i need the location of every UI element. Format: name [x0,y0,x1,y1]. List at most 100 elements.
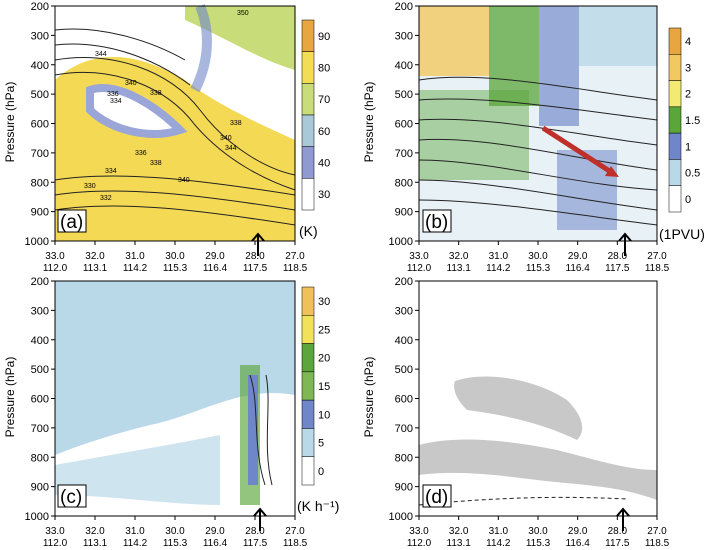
y-tick-label: 900 [395,482,413,494]
colorbar-label: 0.5 [685,168,700,180]
x-tick-lon: 117.5 [605,538,630,549]
colorbar-label: 40 [318,158,330,170]
x-tick-lat: 27.0 [647,526,667,537]
colorbar-swatch [301,343,315,373]
panel-c: Pressure (hPa) 2003004005006007008009001… [3,276,339,549]
x-tick-lon: 117.5 [605,263,630,274]
x-tick-lat: 29.0 [568,526,588,537]
colorbar-label: 15 [318,381,330,393]
panel-label: (d) [425,487,448,508]
panel-a: Pressure (hPa) 200 300 400 500 600 700 800 900 1… [3,1,330,274]
y-tick-label: 200 [395,1,413,13]
unit-label: (1PVU) [659,226,705,242]
y-tick-label: 300 [395,30,413,42]
colorbar-swatch [301,19,315,52]
y-tick-label: 200 [395,276,413,288]
panel-label: (b) [425,212,448,233]
colorbar-swatch [301,315,315,344]
x-tick-lat: 28.0 [245,251,265,262]
y-tick-label: 900 [31,482,49,494]
y-tick-label: 600 [31,119,49,131]
colorbar-swatch [668,54,682,81]
y-tick-label: 1000 [25,511,49,523]
x-tick-lat: 29.0 [205,526,225,537]
x-tick-lon: 112.0 [407,263,432,274]
y-axis-label: Pressure (hPa) [3,357,17,438]
colorbar-swatch [668,27,682,55]
x-tick-lat: 28.0 [245,526,265,537]
contour-label: 334 [110,98,122,105]
x-tick-lat: 30.0 [528,526,548,537]
y-tick-label: 300 [31,30,49,42]
colorbar-c: 30 25 20 15 10 5 0 [301,286,330,486]
x-tick-lat: 27.0 [285,251,305,262]
colorbar-swatch [668,106,682,134]
x-tick-lon: 114.2 [486,263,511,274]
y-tick-label: 400 [395,60,413,72]
x-tick-lon: 116.4 [203,538,228,549]
x-tick-lon: 114.2 [123,538,148,549]
colorbar-label: 1.5 [685,115,700,127]
colorbar-swatch [301,114,315,147]
x-tick-lon: 113.1 [447,263,472,274]
x-tick-lat: 31.0 [125,526,145,537]
colorbar-label: 70 [318,94,330,106]
unit-label: (K h⁻¹) [297,498,339,514]
x-tick-lat: 33.0 [45,526,65,537]
colorbar-swatch [301,399,315,429]
colorbar-label: 0 [685,194,691,206]
contour-label: 330 [84,183,96,190]
colorbar-label: 3 [685,62,691,74]
x-tick-lat: 31.0 [489,526,509,537]
location-arrow-icon [618,232,632,256]
y-tick-label: 800 [31,452,49,464]
contour-label: 340 [220,135,232,142]
y-tick-label: 400 [31,60,49,72]
x-tick-lat: 32.0 [85,526,105,537]
x-tick-lat: 28.0 [608,251,628,262]
unit-label: (K) [299,223,318,239]
location-arrow-icon [251,232,265,256]
x-tick-lon: 114.2 [123,263,148,274]
x-tick-lon: 114.2 [486,538,511,549]
x-tick-lon: 118.5 [283,263,308,274]
x-tick-lat: 28.0 [608,526,628,537]
panel-b: Pressure (hPa) 200 300 400 500 600 700 800 900 1… [362,1,705,274]
x-tick-lat: 29.0 [568,251,588,262]
y-tick-label: 400 [395,335,413,347]
x-tick-lat: 31.0 [125,251,145,262]
x-tick-lon: 116.4 [566,263,591,274]
x-tick-lon: 118.5 [645,538,670,549]
x-tick-lat: 33.0 [409,526,429,537]
x-tick-lat: 30.0 [165,526,185,537]
colorbar-label: 10 [318,409,330,421]
colorbar-b: 4 3 2 1.5 1 0.5 0 [668,27,700,213]
colorbar-label: 2 [685,89,691,101]
y-tick-label: 800 [395,177,413,189]
x-tick-lon: 115.3 [526,538,551,549]
y-ticks: 200 300 400 500 600 700 800 900 1000 [389,1,419,248]
colorbar-label: 80 [318,63,330,75]
x-tick-lat: 29.0 [205,251,225,262]
y-axis-label: Pressure (hPa) [362,82,376,163]
x-tick-lon: 115.3 [163,263,188,274]
contour-label: 338 [150,160,162,167]
x-tick-lat: 30.0 [165,251,185,262]
x-tick-lat: 33.0 [45,251,65,262]
y-tick-label: 800 [31,177,49,189]
colorbar-label: 90 [318,31,330,43]
contour-label: 344 [225,145,237,152]
x-tick-lat: 32.0 [85,251,105,262]
y-ticks: 200 300 400 500 600 700 800 900 1000 [25,1,55,248]
location-arrow-icon [253,507,267,531]
red-arrow-icon [541,125,613,175]
contour-label: 350 [237,10,249,17]
contour-label: 344 [95,51,107,58]
y-tick-label: 1000 [389,511,413,523]
contour-label: 336 [107,91,119,98]
contour-label: 338 [230,120,242,127]
y-tick-label: 500 [395,89,413,101]
